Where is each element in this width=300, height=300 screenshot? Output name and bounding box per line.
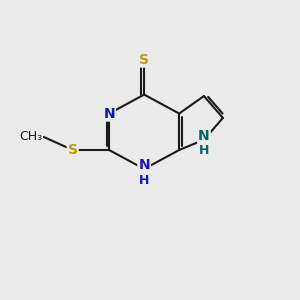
Text: S: S	[139, 52, 149, 67]
Text: S: S	[68, 143, 78, 157]
Text: N: N	[198, 129, 210, 143]
Text: H: H	[199, 144, 209, 158]
Text: N: N	[103, 106, 115, 121]
Text: CH₃: CH₃	[19, 130, 42, 143]
Text: N: N	[138, 158, 150, 172]
Text: H: H	[139, 173, 149, 187]
